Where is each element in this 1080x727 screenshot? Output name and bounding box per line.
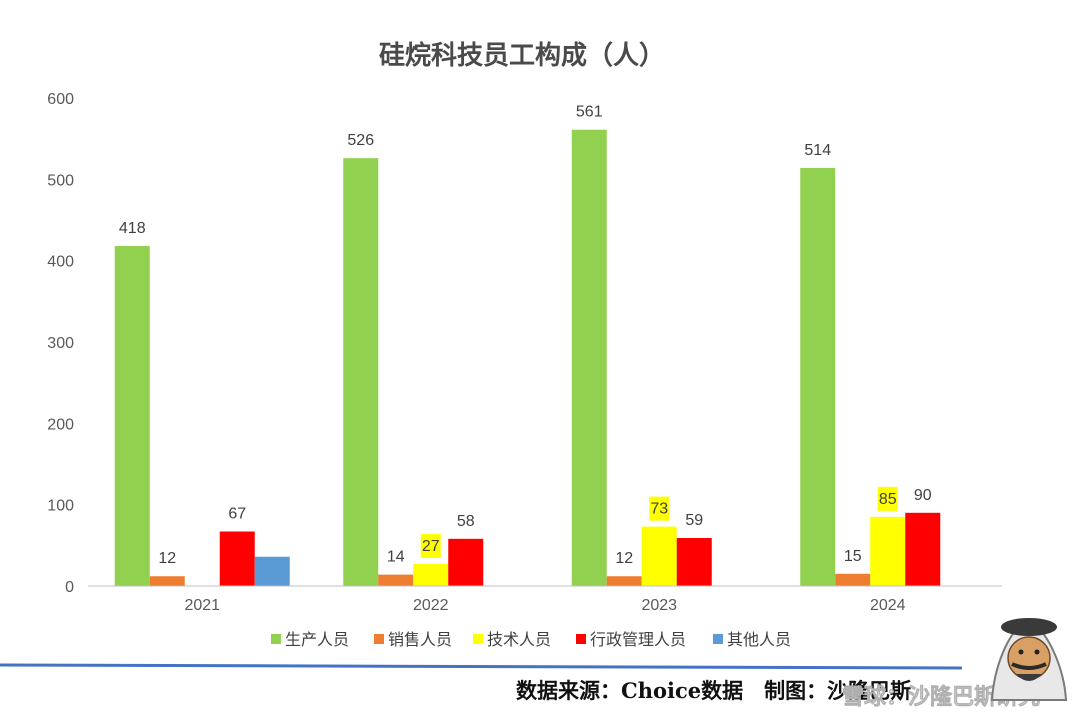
legend-swatch [271, 634, 281, 644]
x-tick-label: 2021 [184, 597, 220, 614]
y-tick-label: 100 [47, 498, 74, 515]
bar [149, 576, 185, 586]
legend: 生产人员 销售人员 技术人员 行政管理人员 其他人员 [271, 630, 791, 649]
legend-label: 生产人员 [285, 630, 349, 649]
bar [378, 574, 414, 586]
bar [448, 538, 484, 586]
y-tick-label: 600 [47, 91, 74, 108]
bar [641, 526, 677, 586]
data-label: 14 [387, 549, 405, 566]
data-label: 526 [347, 132, 374, 149]
y-tick-label: 400 [47, 254, 74, 271]
legend-swatch [473, 634, 483, 644]
data-label: 418 [119, 220, 146, 237]
y-axis: 0 100 200 300 400 500 600 [47, 91, 74, 596]
data-label: 12 [615, 550, 633, 567]
bar [254, 556, 290, 586]
y-tick-label: 300 [47, 335, 74, 352]
y-tick-label: 500 [47, 172, 74, 189]
bar [413, 564, 449, 586]
legend-label: 销售人员 [388, 630, 452, 649]
bar [571, 129, 607, 586]
bar [114, 246, 150, 586]
data-label: 73 [650, 501, 668, 518]
source-note: 数据来源：Choice数据 制图：沙隆巴斯 [516, 678, 911, 703]
legend-swatch [374, 634, 384, 644]
bar [835, 573, 871, 586]
data-label: 514 [804, 142, 831, 159]
mascot-icon [990, 618, 1068, 701]
data-label: 15 [844, 548, 862, 565]
bar [905, 512, 941, 586]
data-label: 12 [158, 550, 176, 567]
data-labels: 418 12 67 526 14 27 58 561 12 73 59 514 15 85 90 [119, 104, 932, 568]
data-label-highlight [877, 486, 898, 511]
legend-label: 技术人员 [487, 630, 551, 649]
x-tick-label: 2024 [870, 597, 906, 614]
bar [800, 167, 836, 587]
legend-swatch [576, 634, 586, 644]
y-tick-label: 0 [65, 579, 74, 596]
legend-swatch [713, 634, 723, 644]
data-label-highlight [420, 534, 441, 559]
bar [606, 576, 642, 586]
footer-divider [0, 663, 963, 670]
chart-title: 硅烷科技员工构成（人） [379, 40, 665, 71]
legend-label: 行政管理人员 [590, 630, 686, 649]
x-tick-label: 2023 [641, 597, 677, 614]
data-label: 85 [879, 491, 897, 508]
data-label: 561 [576, 104, 603, 121]
data-label: 58 [457, 513, 475, 530]
x-axis: 2021 2022 2023 2024 [184, 597, 905, 614]
bar [343, 158, 379, 587]
data-label: 67 [228, 506, 246, 523]
data-label: 27 [422, 538, 440, 555]
data-label: 90 [914, 487, 932, 504]
data-label-highlight [649, 496, 670, 521]
y-tick-label: 200 [47, 416, 74, 433]
legend-label: 其他人员 [727, 630, 791, 649]
bar [219, 531, 255, 586]
bar-group [114, 129, 941, 587]
bar [676, 538, 712, 586]
bar [870, 516, 906, 586]
data-label: 59 [685, 512, 703, 529]
x-tick-label: 2022 [413, 597, 449, 614]
